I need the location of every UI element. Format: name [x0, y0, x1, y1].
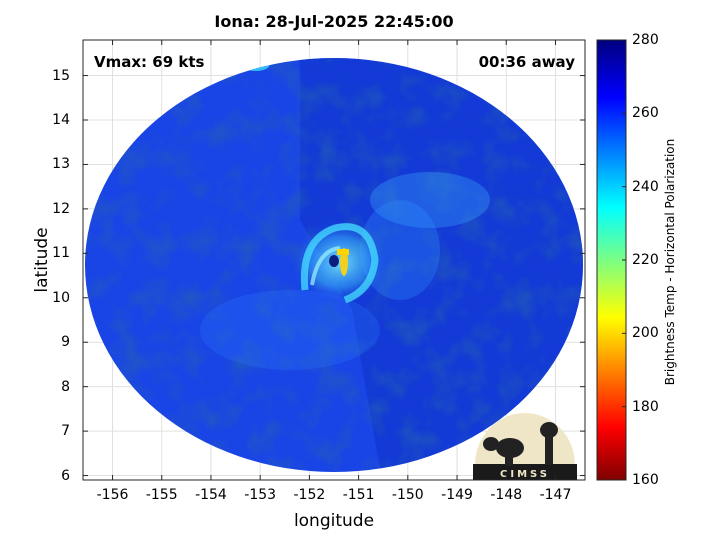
y-axis-label: latitude — [32, 227, 52, 293]
x-tick-label: -155 — [145, 487, 178, 503]
y-tick-label: 14 — [52, 112, 70, 128]
x-tick-label: -153 — [244, 487, 277, 503]
colorbar-ticks — [622, 39, 626, 481]
x-tick-label: -147 — [539, 487, 572, 503]
y-tick-label: 15 — [52, 67, 70, 84]
storm-eye — [329, 255, 339, 267]
logo-text: CIMSS — [500, 469, 550, 480]
y-tick-label: 6 — [61, 467, 70, 484]
x-tick-label: -154 — [195, 487, 227, 503]
colorbar-tick-label: 200 — [632, 325, 659, 342]
vmax-annotation: Vmax: 69 kts — [94, 53, 205, 71]
colorbar-tick-label: 260 — [632, 105, 659, 122]
y-tick-label: 12 — [52, 200, 70, 217]
microwave-swath — [85, 58, 583, 472]
time-away-annotation: 00:36 away — [478, 53, 575, 71]
x-axis-label: longitude — [293, 511, 375, 531]
plot-title: Iona: 28-Jul-2025 22:45:00 — [214, 12, 454, 31]
y-tick-label: 10 — [52, 289, 70, 306]
colorbar-tick-label: 220 — [632, 252, 659, 268]
colorbar-label: Brightness Temp - Horizontal Polarizatio… — [663, 138, 677, 386]
x-tick-label: -150 — [391, 487, 424, 503]
colorbar-tick-label: 160 — [632, 472, 659, 488]
colorbar — [596, 39, 627, 481]
x-tick-label: -152 — [293, 487, 326, 503]
colorbar-tick-label: 180 — [632, 398, 659, 415]
y-tick-label: 11 — [52, 245, 70, 262]
colorbar-tick-label: 240 — [632, 178, 659, 195]
axes-frame — [82, 39, 586, 481]
y-tick-label: 13 — [52, 156, 70, 173]
cimss-logo: CIMSS — [473, 413, 577, 480]
axis-ticks — [83, 40, 585, 480]
x-tick-label: -149 — [441, 487, 473, 503]
colorbar-tick-label: 280 — [632, 32, 659, 48]
y-tick-label: 9 — [61, 334, 70, 351]
x-tick-label: -148 — [490, 487, 523, 503]
y-tick-label: 8 — [61, 378, 70, 395]
x-tick-label: -156 — [96, 487, 129, 503]
x-tick-label: -151 — [342, 487, 375, 503]
y-tick-label: 7 — [61, 423, 70, 440]
